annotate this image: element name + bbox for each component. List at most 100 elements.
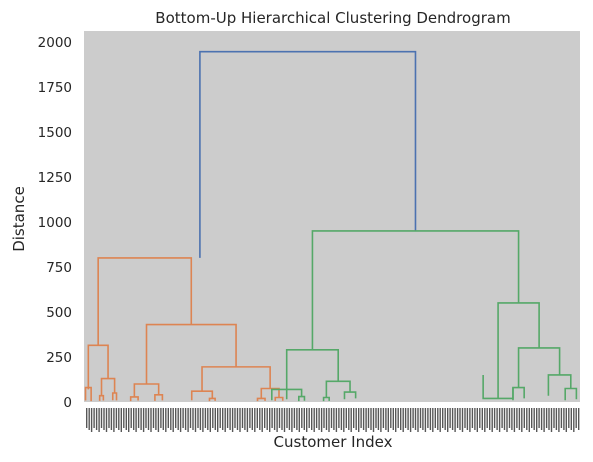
leaf-tick [345, 408, 347, 428]
leaf-tick [447, 408, 449, 432]
leaf-tick [439, 408, 441, 432]
leaf-tick [315, 408, 318, 428]
leaf-tick [414, 408, 417, 430]
leaf-tick [86, 408, 88, 428]
dendrogram-link [145, 323, 237, 384]
leaf-tick [246, 408, 249, 432]
dendrogram-link [133, 383, 160, 397]
leaf-tick [358, 408, 360, 432]
leaf-tick [333, 408, 335, 430]
leaf-tick [474, 408, 476, 430]
leaf-tick [150, 408, 152, 432]
y-tick-label: 1250 [38, 170, 72, 186]
dendrogram-link [311, 230, 520, 350]
leaf-tick [382, 408, 385, 428]
leaf-tick [137, 408, 140, 428]
leaf-tick [427, 408, 429, 428]
leaf-tick [172, 408, 174, 432]
leaf-tick [318, 408, 320, 430]
x-axis-label: Customer Index [274, 433, 393, 451]
leaf-tick [108, 408, 110, 428]
dendrogram-link [98, 394, 105, 401]
leaf-tick [90, 408, 93, 432]
leaf-tick [140, 408, 142, 430]
leaf-tick [481, 408, 483, 430]
leaf-tick [404, 408, 407, 428]
leaf-tick [256, 408, 258, 428]
leaf-tick [197, 408, 199, 428]
leaf-tick [217, 408, 219, 432]
leaf-tick [338, 408, 340, 428]
leaf-tick [113, 408, 115, 432]
leaf-tick [259, 408, 261, 430]
leaf-tick [367, 408, 370, 428]
leaf-tick [469, 408, 471, 432]
leaf-tick [437, 408, 439, 430]
leaf-tick [501, 408, 503, 428]
dendrogram-link [517, 347, 561, 388]
leaf-tick [508, 408, 511, 428]
leaf-tick [400, 408, 402, 430]
leaf-tick [209, 408, 211, 432]
leaf-tick [105, 408, 108, 432]
leaf-tick [328, 408, 330, 432]
leaf-tick [521, 408, 523, 432]
leaf-tick [553, 408, 555, 428]
leaf-tick [503, 408, 506, 430]
leaf-tick [355, 408, 357, 430]
dendrogram-link [343, 391, 357, 400]
leaf-tick [286, 408, 288, 428]
leaf-tick [293, 408, 296, 428]
leaf-tick [229, 408, 231, 430]
leaf-tick [147, 408, 150, 430]
leaf-tick [194, 408, 197, 432]
leaf-tick [266, 408, 268, 430]
leaf-tick [281, 408, 283, 430]
leaf-tick [543, 408, 545, 432]
dendrogram-link [97, 257, 193, 346]
leaf-tick [575, 408, 577, 428]
leaf-tick [419, 408, 422, 428]
leaf-tick [241, 408, 244, 428]
leaf-tick [526, 408, 528, 430]
leaf-tick [511, 408, 513, 430]
leaf-tick [128, 408, 130, 432]
leaf-tick [192, 408, 194, 430]
dendrogram-link [274, 396, 284, 401]
leaf-tick [207, 408, 209, 430]
dendrogram-link [512, 386, 525, 401]
leaf-tick [189, 408, 192, 428]
leaf-tick [202, 408, 204, 432]
leaf-tick [142, 408, 145, 432]
leaf-tick [486, 408, 488, 428]
leaf-tick [187, 408, 189, 432]
leaf-tick [451, 408, 454, 430]
leaf-tick [570, 408, 572, 430]
dendrogram-link [271, 388, 303, 401]
leaf-tick [288, 408, 291, 430]
dendrogram-link [564, 387, 578, 401]
leaf-tick [375, 408, 377, 428]
leaf-tick [162, 408, 164, 430]
y-tick-label: 750 [46, 260, 72, 276]
leaf-tick [516, 408, 518, 428]
leaf-tick [251, 408, 253, 430]
leaf-tick [103, 408, 105, 430]
leaf-tick [130, 408, 132, 428]
leaf-tick [491, 408, 493, 432]
leaf-tick [385, 408, 387, 430]
leaf-tick [343, 408, 345, 432]
leaf-tick [350, 408, 352, 432]
leaf-tick [313, 408, 315, 432]
leaf-tick [199, 408, 202, 430]
dendrogram-link [260, 387, 280, 399]
leaf-tick [392, 408, 394, 430]
dendrogram-link [497, 302, 540, 399]
leaf-tick [283, 408, 286, 432]
leaf-tick [231, 408, 234, 432]
leaf-tick [578, 408, 580, 430]
leaf-tick [531, 408, 533, 428]
leaf-label-strip [86, 408, 580, 432]
leaf-tick [565, 408, 567, 432]
leaf-tick [387, 408, 389, 432]
